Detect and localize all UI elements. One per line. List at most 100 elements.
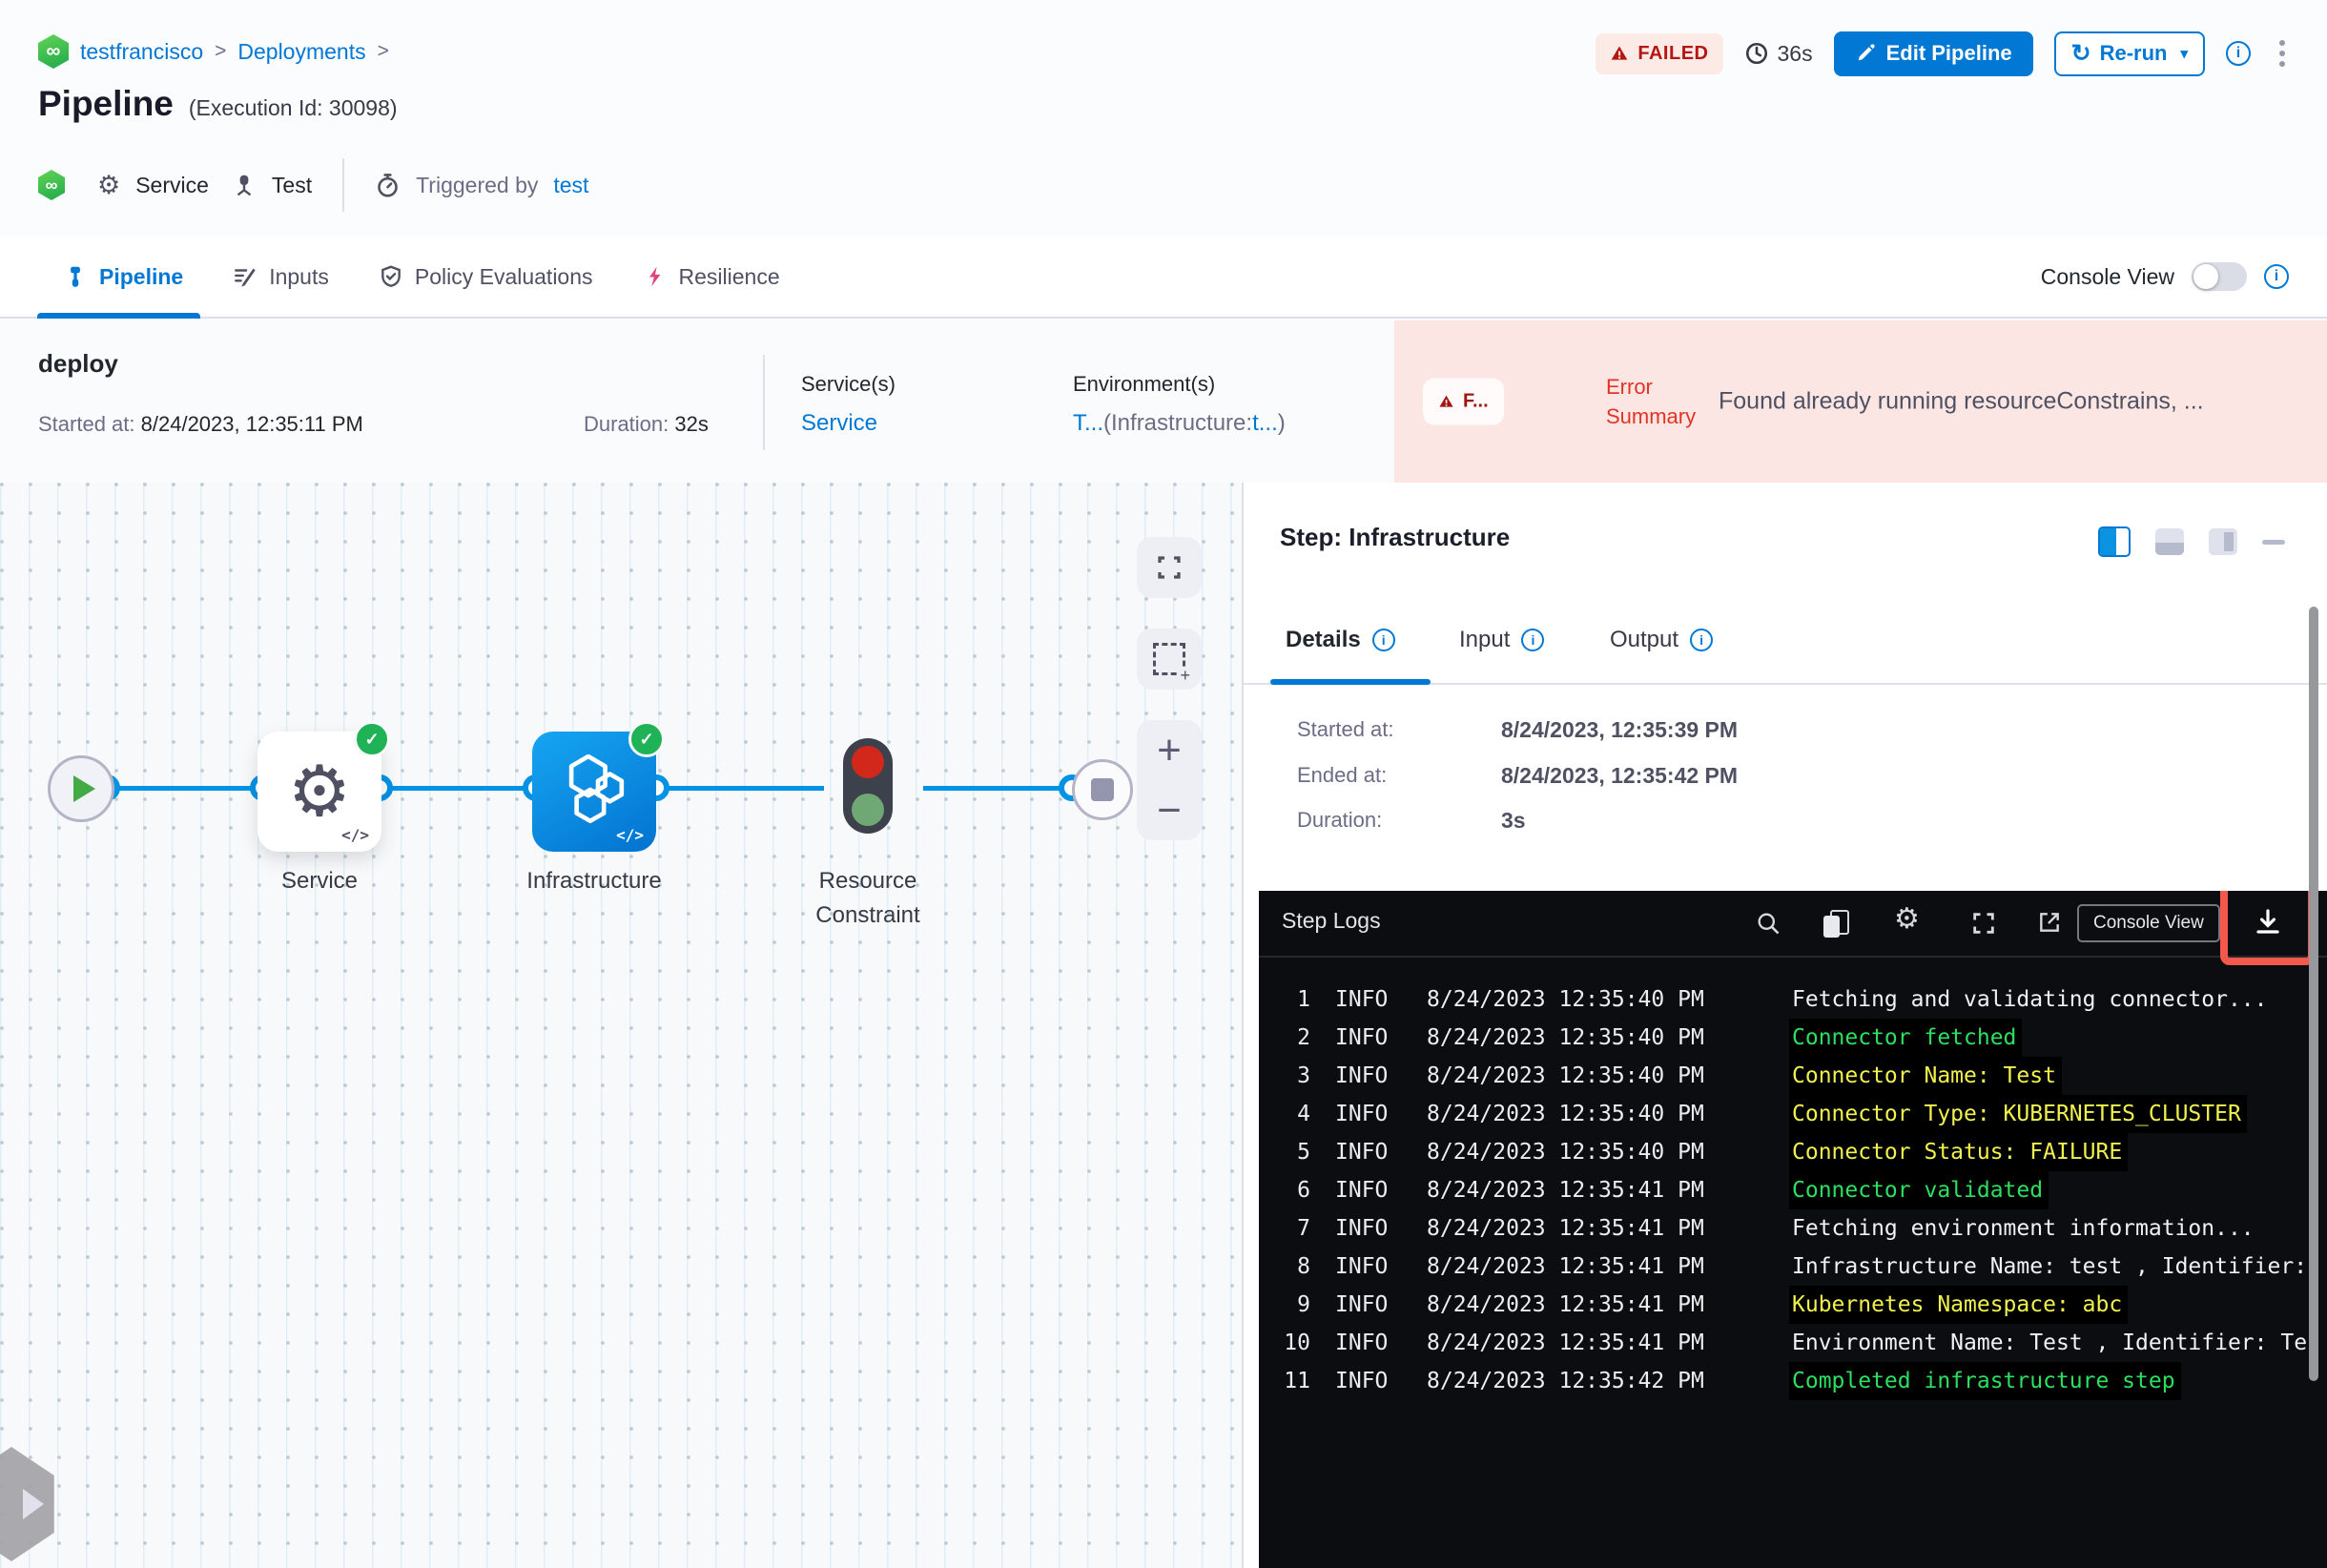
chevron-right-icon xyxy=(23,1489,44,1519)
layout-split-view-button[interactable] xyxy=(2098,526,2131,557)
triggered-by-user-link[interactable]: test xyxy=(553,172,589,197)
play-icon xyxy=(73,775,95,802)
resource-constraint-label: Resource Constraint xyxy=(815,868,920,928)
tab-pipeline[interactable]: Pipeline xyxy=(36,237,201,319)
harness-logo-icon: ∞ xyxy=(38,34,69,69)
tab-inputs[interactable]: Inputs xyxy=(233,237,329,317)
meta-environment-label: Test xyxy=(271,172,313,197)
edit-pipeline-button[interactable]: Edit Pipeline xyxy=(1833,31,2033,76)
traffic-light-green xyxy=(852,794,884,826)
input-info-icon[interactable] xyxy=(1521,629,1545,651)
service-link[interactable]: Service xyxy=(801,410,878,436)
pipeline-end-node[interactable] xyxy=(1072,759,1133,820)
hexagons-icon xyxy=(568,754,625,824)
panel-scrollbar[interactable] xyxy=(2309,607,2318,1381)
chevron-down-icon: ▾ xyxy=(2180,46,2188,62)
warning-icon xyxy=(1612,46,1628,60)
resource-constraint-node[interactable] xyxy=(843,738,893,834)
harness-module-icon: ∞ xyxy=(38,170,65,200)
tab-input[interactable]: Input xyxy=(1459,627,1545,653)
environments-column: Environment(s) T...(Infrastructure:t...) xyxy=(1073,372,1286,437)
output-info-icon[interactable] xyxy=(1690,629,1714,651)
gear-icon: ⚙ xyxy=(97,170,121,200)
rerun-info-icon[interactable] xyxy=(2226,41,2251,66)
zoom-in-button[interactable]: + xyxy=(1157,726,1182,774)
edge-start-service xyxy=(105,786,261,791)
log-line: 7 INFO 8/24/2023 12:35:41 PM Fetching envir… xyxy=(1297,1216,2255,1241)
edge-constraint-end xyxy=(923,786,1074,791)
log-line: 1 INFO 8/24/2023 12:35:40 PM Fetching and v… xyxy=(1297,987,2268,1012)
layout-bottom-view-button[interactable] xyxy=(2155,528,2184,555)
left-edge-expand-handle[interactable] xyxy=(0,1447,54,1561)
breadcrumb-separator: > xyxy=(377,40,389,62)
detail-row: Started at: 8/24/2023, 12:35:39 PM xyxy=(1297,717,1739,742)
failed-mini-badge: F... xyxy=(1423,378,1504,425)
success-check-icon: ✓ xyxy=(628,721,665,757)
log-open-new-tab-button[interactable] xyxy=(2037,910,2064,937)
step-detail-tabs: Details Input Output xyxy=(1244,615,2327,685)
log-line: 4 INFO 8/24/2023 12:35:40 PM Connector Type… xyxy=(1259,1095,2327,1133)
log-settings-button[interactable]: ⚙ xyxy=(1894,902,1920,936)
error-summary-label: Error Summary xyxy=(1606,375,1697,428)
log-lines: 1 INFO 8/24/2023 12:35:40 PM Fetching and v… xyxy=(1259,980,2327,1400)
gear-icon: ⚙ xyxy=(287,751,352,833)
breadcrumb-deployments-link[interactable]: Deployments xyxy=(237,38,366,64)
services-label: Service(s) xyxy=(801,372,896,396)
step-logs-header: Step Logs ⚙ Console View xyxy=(1259,891,2327,965)
log-console-view-button[interactable]: Console View xyxy=(2077,904,2220,942)
pipeline-icon xyxy=(71,266,80,287)
stage-name[interactable]: deploy xyxy=(38,349,118,378)
console-view-info-icon[interactable] xyxy=(2264,264,2289,289)
resilience-icon xyxy=(649,266,660,287)
infrastructure-step-node[interactable]: </> ✓ xyxy=(532,721,665,852)
status-badge: FAILED xyxy=(1596,32,1723,74)
log-line: 5 INFO 8/24/2023 12:35:40 PM Connector Stat… xyxy=(1259,1133,2327,1171)
title-row: Pipeline (Execution Id: 30098) xyxy=(38,84,398,124)
active-tab-underline xyxy=(1270,679,1431,685)
header-actions: FAILED 36s Edit Pipeline ↻ Re-run ▾ xyxy=(1596,31,2293,76)
log-line: 11 INFO 8/24/2023 12:35:42 PM Completed inf… xyxy=(1259,1362,2327,1400)
canvas-fullscreen-button[interactable] xyxy=(1137,537,1202,598)
rerun-button[interactable]: ↻ Re-run ▾ xyxy=(2053,31,2205,76)
tab-details[interactable]: Details xyxy=(1286,627,1395,653)
download-icon xyxy=(2256,909,2279,934)
console-view-label: Console View xyxy=(2040,263,2174,289)
console-view-toggle[interactable] xyxy=(2192,262,2247,291)
inputs-icon xyxy=(235,268,256,287)
tab-resilience[interactable]: Resilience xyxy=(643,237,780,317)
minimize-panel-button[interactable] xyxy=(2262,539,2285,545)
error-summary-panel: F... Error Summary Found already running… xyxy=(1394,320,2327,483)
service-step-node[interactable]: ⚙ </> ✓ xyxy=(257,721,390,852)
stage-started: Started at: 8/24/2023, 12:35:11 PM xyxy=(38,412,363,436)
tab-output[interactable]: Output xyxy=(1610,627,1714,653)
log-fullscreen-button[interactable] xyxy=(1970,910,1997,937)
log-line: 8 INFO 8/24/2023 12:35:41 PM Infrastructure… xyxy=(1297,1254,2308,1279)
pipeline-start-node[interactable] xyxy=(48,755,114,822)
console-view-group: Console View xyxy=(2041,237,2289,317)
environment-icon xyxy=(237,175,252,196)
log-line: 3 INFO 8/24/2023 12:35:40 PM Connector Name… xyxy=(1259,1057,2327,1095)
pipeline-graph-canvas[interactable]: + − ⚙ </> ✓ Service </> ✓ Infr xyxy=(0,483,1242,1568)
tab-policy-evaluations[interactable]: Policy Evaluations xyxy=(379,237,593,317)
stage-summary-bar: deploy Started at: 8/24/2023, 12:35:11 P… xyxy=(0,320,2327,483)
execution-id: (Execution Id: 30098) xyxy=(188,95,398,120)
download-logs-button[interactable] xyxy=(2253,907,2283,938)
breadcrumb-project-link[interactable]: testfrancisco xyxy=(80,38,204,64)
refresh-icon: ↻ xyxy=(2070,39,2091,67)
external-link-icon xyxy=(2040,913,2059,932)
layout-right-view-button[interactable] xyxy=(2209,528,2237,555)
canvas-select-button[interactable] xyxy=(1137,629,1202,690)
fullscreen-icon xyxy=(1158,556,1181,579)
environment-value[interactable]: T...(Infrastructure:t...) xyxy=(1073,410,1286,436)
details-info-icon[interactable] xyxy=(1371,629,1395,651)
traffic-light-red xyxy=(852,746,884,778)
edge-service-infrastructure xyxy=(378,786,538,791)
step-details-panel: Step: Infrastructure Details Input Outpu… xyxy=(1242,483,2327,1568)
more-options-menu[interactable] xyxy=(2272,40,2293,67)
step-panel-title: Step: Infrastructure xyxy=(1280,523,1511,551)
log-search-button[interactable] xyxy=(1755,910,1781,937)
zoom-out-button[interactable]: − xyxy=(1157,786,1182,834)
fullscreen-icon xyxy=(1973,913,1994,934)
pipeline-meta-row: ∞ ⚙ Service Test Triggered by test xyxy=(38,158,589,212)
